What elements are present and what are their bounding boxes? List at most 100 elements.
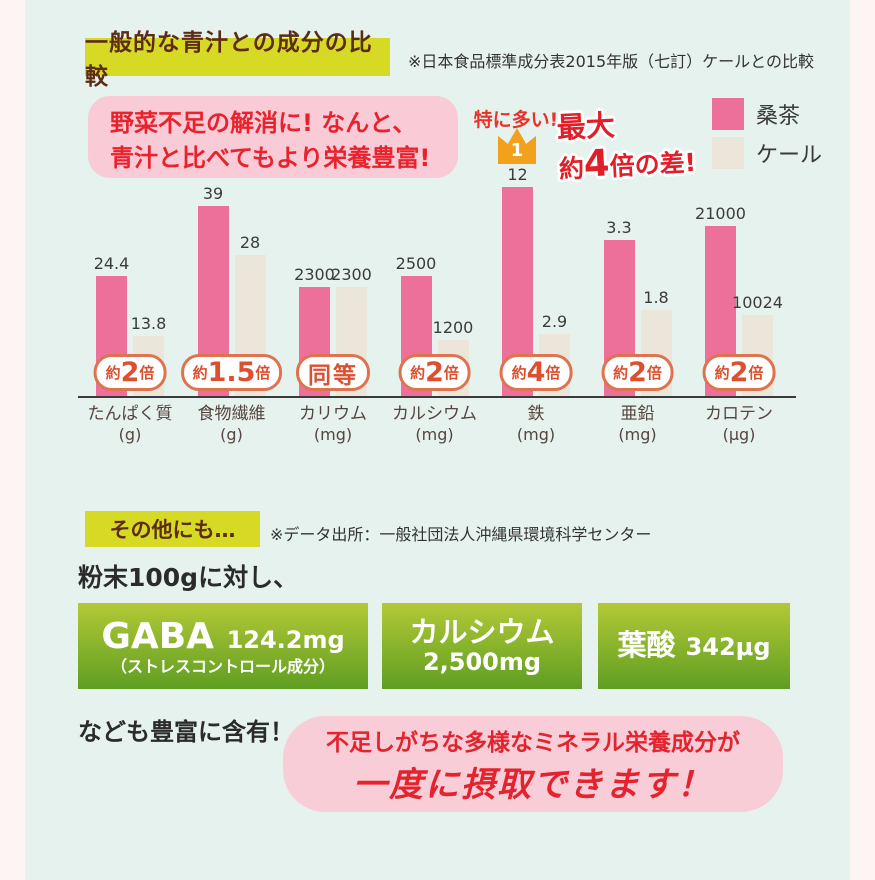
x-axis-line bbox=[78, 396, 796, 398]
category-name: 鉄 bbox=[527, 404, 545, 424]
ratio-badge-text: 4 bbox=[526, 357, 546, 388]
section-title-box: 一般的な青汁との成分の比較 bbox=[85, 30, 390, 90]
nutrient-box: GABA 124.2mg （ストレスコントロール成分） bbox=[78, 603, 368, 689]
nutrient-box-text: （ストレスコントロール成分） bbox=[110, 656, 335, 676]
nutrient-box-line: 葉酸 342μg bbox=[617, 629, 770, 662]
ratio-badge-text: 2 bbox=[729, 357, 749, 388]
nutrient-box-text: 2,500mg bbox=[422, 647, 542, 676]
nutrient-box-text: 124.2mg bbox=[226, 626, 345, 655]
category-label: カリウム (mg) bbox=[278, 403, 388, 446]
category-name: たんぱく質 bbox=[87, 404, 173, 424]
category-name: カリウム bbox=[299, 404, 367, 424]
category-unit: (mg) bbox=[618, 425, 657, 445]
bar-value-label: 1.8 bbox=[643, 288, 669, 307]
ratio-badge-text: 倍 bbox=[139, 364, 155, 382]
ratio-badge-text: 倍 bbox=[646, 364, 662, 382]
nutrient-box-text: 342μg bbox=[685, 633, 771, 662]
ratio-badge-text: 倍 bbox=[545, 364, 561, 382]
bar-value-label: 2300 bbox=[294, 265, 335, 284]
bar-value-label: 2.9 bbox=[541, 312, 568, 331]
category-label: 食物繊維 (g) bbox=[177, 403, 287, 446]
category-label: カルシウム (mg) bbox=[380, 403, 490, 446]
ratio-badge: 同等 bbox=[296, 354, 370, 391]
bar-value-label: 1200 bbox=[432, 318, 474, 337]
category-unit: (g) bbox=[118, 425, 142, 445]
category-label: たんぱく質 (g) bbox=[75, 403, 185, 446]
bar-value-label: 3.3 bbox=[606, 218, 632, 237]
ratio-badge-text: 倍 bbox=[443, 364, 459, 382]
bar-value-label: 13.8 bbox=[130, 314, 167, 333]
bar-value-label: 28 bbox=[239, 233, 261, 252]
ratio-badge-text: 2 bbox=[628, 357, 647, 388]
ratio-badge-text: 2 bbox=[120, 357, 140, 388]
summary-line2: 一度に摂取できます！ bbox=[353, 764, 713, 805]
data-source-note: ※データ出所：一般社団法人沖縄県環境科学センター bbox=[270, 525, 652, 544]
ratio-badge-text: 1.5 bbox=[207, 357, 256, 388]
ratio-badge-text: 2 bbox=[425, 357, 444, 388]
legend-item: 桑茶 bbox=[712, 98, 822, 130]
category-unit: (mg) bbox=[313, 425, 353, 445]
veggie-callout-box: 野菜不足の解消に! なんと、 青汁と比べてもより栄養豊富! bbox=[88, 96, 458, 178]
comparison-bar-chart: 24.4 13.8 約 2 倍たんぱく質 (g) 39 28 約 1.5 倍食物繊維 (g) 2300 2… bbox=[75, 165, 796, 446]
bar-value-label: 24.4 bbox=[93, 254, 130, 273]
category-label: 亜鉛 (mg) bbox=[583, 403, 693, 446]
others-title-box: その他にも… bbox=[85, 511, 260, 547]
bar-value-label: 2300 bbox=[331, 265, 372, 284]
legend-label: ケール bbox=[756, 143, 823, 168]
category-unit: (mg) bbox=[415, 425, 454, 445]
ratio-badge-text: 同等 bbox=[308, 362, 358, 389]
nutrient-box-text: 葉酸 bbox=[617, 628, 686, 663]
minerals-summary-box: 不足しがちな多様なミネラル栄養成分が 一度に摂取できます！ bbox=[283, 716, 783, 812]
ratio-badge-text: 倍 bbox=[255, 364, 271, 382]
ratio-badge-text: 約 bbox=[410, 364, 426, 382]
others-title: その他にも… bbox=[109, 518, 236, 542]
nutrient-box: カルシウム 2,500mg bbox=[382, 603, 582, 689]
nutrient-box-line: カルシウム bbox=[409, 615, 554, 649]
category-label: カロテン (μg) bbox=[684, 403, 794, 446]
category-name: 亜鉛 bbox=[620, 404, 655, 424]
category-label: 鉄 (mg) bbox=[481, 403, 591, 446]
ratio-badge: 約 1.5 倍 bbox=[180, 354, 283, 391]
nutrient-box: 葉酸 342μg bbox=[598, 603, 790, 689]
chart-legend: 桑茶ケール bbox=[712, 98, 822, 176]
category-unit: (mg) bbox=[516, 425, 556, 445]
per-100g-lead: 粉末100gに対し、 bbox=[78, 563, 299, 592]
bar-value-label: 12 bbox=[507, 165, 528, 184]
comparison-source-note: ※日本食品標準成分表2015年版（七訂）ケールとの比較 bbox=[408, 52, 814, 71]
callout-line2: 青汁と比べてもより栄養豊富! bbox=[110, 143, 431, 172]
richly-contained-text: なども豊富に含有！ bbox=[78, 718, 294, 746]
left-margin-strip bbox=[0, 0, 25, 880]
bar-value-label: 21000 bbox=[695, 204, 746, 223]
right-margin-strip bbox=[850, 0, 875, 880]
ratio-badge-text: 約 bbox=[192, 364, 208, 382]
callout-line1: 野菜不足の解消に! なんと、 bbox=[110, 109, 417, 137]
ratio-badge-text: 約 bbox=[714, 364, 730, 382]
category-unit: (μg) bbox=[722, 425, 756, 445]
legend-swatch-kale bbox=[712, 137, 744, 169]
category-name: 食物繊維 bbox=[197, 404, 266, 424]
summary-line1: 不足しがちな多様なミネラル栄養成分が bbox=[326, 729, 740, 756]
ratio-badge-text: 約 bbox=[105, 364, 121, 382]
crown-rank: 1 bbox=[510, 140, 524, 161]
category-unit: (g) bbox=[220, 425, 243, 445]
nutrient-boxes-row: GABA 124.2mg （ストレスコントロール成分） カルシウム 2,500mg 葉酸… bbox=[78, 603, 790, 689]
section-title: 一般的な青汁との成分の比較 bbox=[85, 30, 373, 90]
category-name: カルシウム bbox=[392, 404, 477, 424]
nutrient-box-line: GABA 124.2mg bbox=[101, 616, 344, 657]
category-name: カロテン bbox=[705, 404, 773, 424]
bar-value-label: 39 bbox=[202, 184, 224, 203]
nutrient-box-line: （ストレスコントロール成分） bbox=[110, 656, 335, 676]
bar-value-label: 2500 bbox=[395, 254, 437, 273]
nutrient-box-line: 2,500mg bbox=[422, 647, 542, 677]
especially-high-label: 特に多い! bbox=[473, 109, 559, 131]
nutrient-box-text: GABA bbox=[101, 616, 227, 658]
bar-value-label: 10024 bbox=[732, 293, 783, 312]
legend-item: ケール bbox=[712, 137, 822, 169]
ratio-badge-text: 約 bbox=[613, 364, 629, 382]
ratio-badge-text: 約 bbox=[511, 364, 527, 382]
